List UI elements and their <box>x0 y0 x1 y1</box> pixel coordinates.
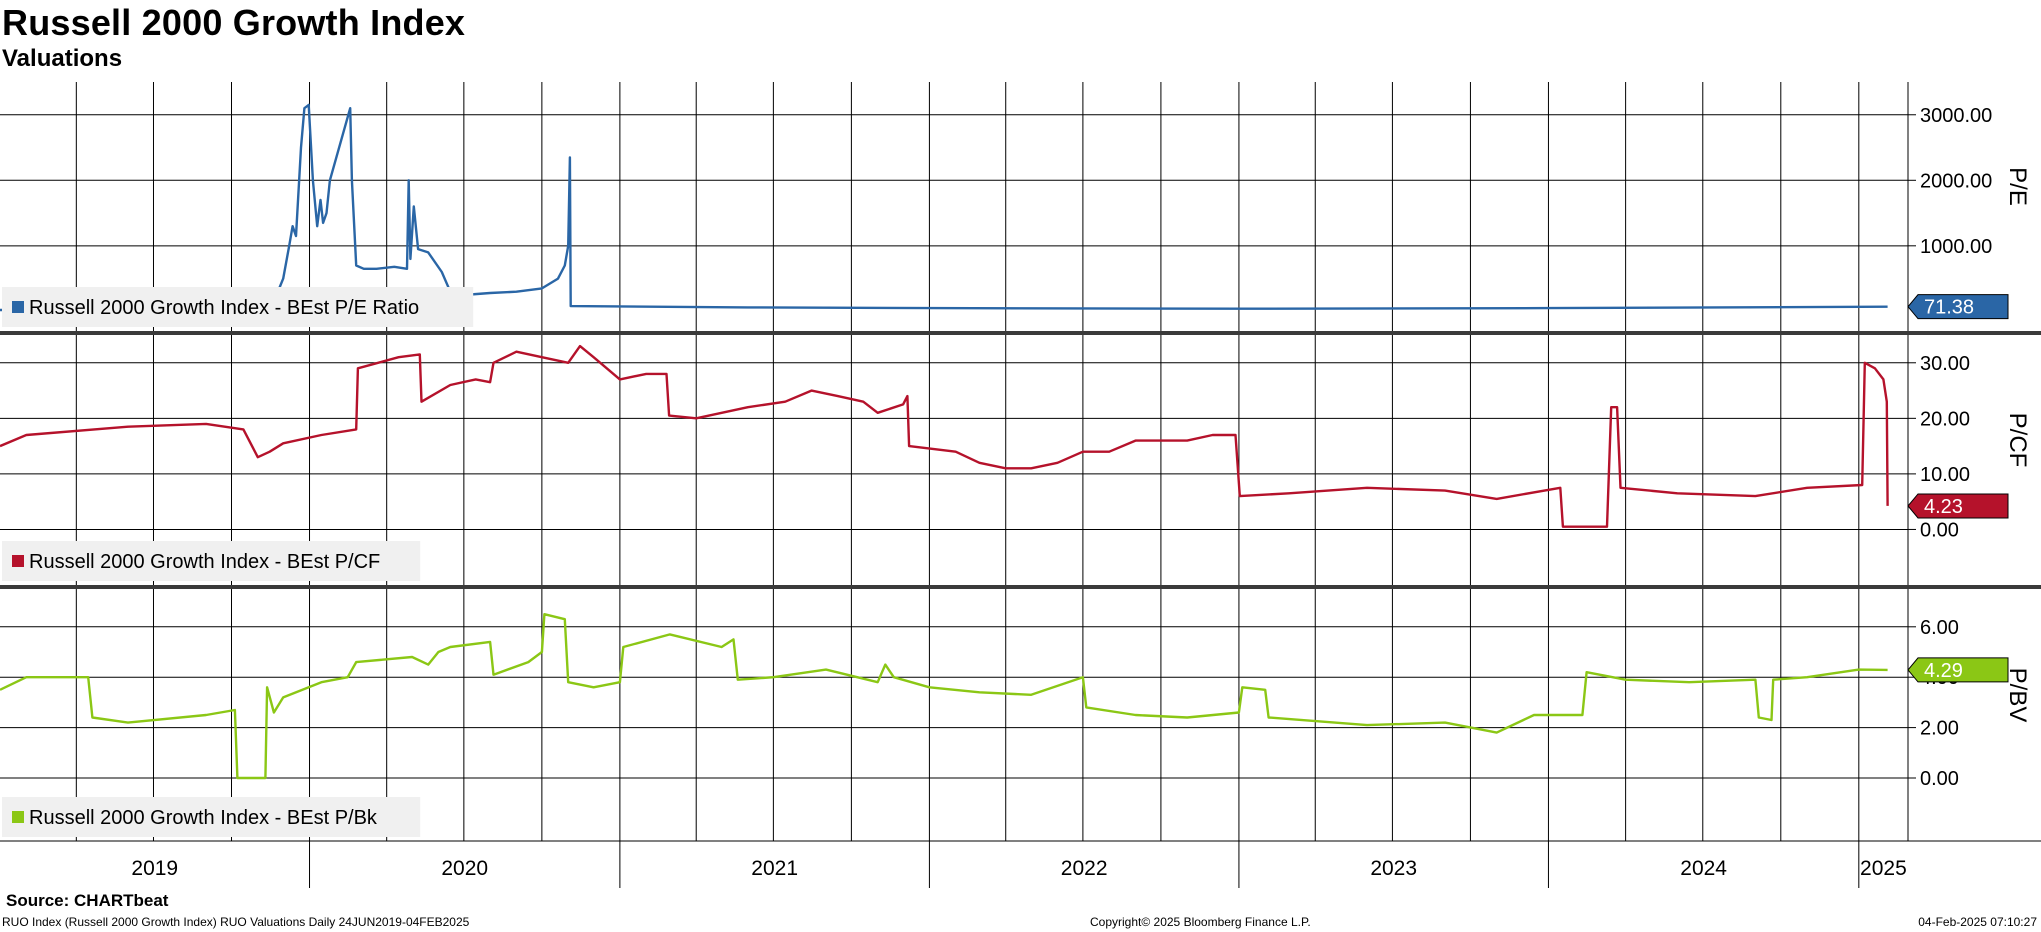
legend-box-pcf <box>2 541 421 581</box>
y-axis-title-pe: P/E <box>2004 167 2031 206</box>
y-tick-label-pe: 1000.00 <box>1920 236 1992 258</box>
last-value-label-pbv: 4.29 <box>1924 660 1963 682</box>
y-tick-label-pcf: 20.00 <box>1920 408 1970 430</box>
y-axis-title-pbv: P/BV <box>2004 668 2031 723</box>
footer-copyright: Copyright© 2025 Bloomberg Finance L.P. <box>1090 915 1311 929</box>
y-tick-label-pbv: 0.00 <box>1920 768 1959 790</box>
source-label: Source: CHARTbeat <box>6 891 169 910</box>
x-tick-label: 2020 <box>441 857 488 880</box>
legend-swatch-pbv <box>12 811 24 823</box>
legend-swatch-pe <box>12 301 24 313</box>
series-line-pbv <box>0 613 1888 780</box>
last-value-tag-pe <box>1907 294 2009 320</box>
last-value-label-pcf: 4.23 <box>1924 496 1963 518</box>
y-tick-label-pbv: 2.00 <box>1920 718 1959 740</box>
y-tick-label-pcf: 0.00 <box>1920 519 1959 541</box>
y-axis-title-pcf: P/CF <box>2004 413 2031 468</box>
legend-label-pbv: Russell 2000 Growth Index - BEst P/Bk <box>29 807 378 829</box>
x-tick-label: 2024 <box>1680 857 1727 880</box>
last-value-label-pe: 71.38 <box>1924 297 1974 319</box>
footer-description: RUO Index (Russell 2000 Growth Index) RU… <box>2 915 470 929</box>
series-line-pcf <box>0 344 1889 528</box>
x-tick-label: 2021 <box>751 857 798 880</box>
footer-timestamp: 04-Feb-2025 07:10:27 <box>1918 915 2037 929</box>
chart-title: Russell 2000 Growth Index <box>2 2 466 43</box>
legend-box-pbv <box>2 797 421 837</box>
panel-separator <box>0 585 2041 589</box>
last-value-tag-pbv <box>1907 657 2009 683</box>
last-value-tag-pcf <box>1907 493 2009 519</box>
x-tick-label: 2023 <box>1370 857 1417 880</box>
y-tick-label-pe: 3000.00 <box>1920 105 1992 127</box>
x-axis: 2019 2020 2021 2022 2023 2024 2025 <box>0 840 2041 888</box>
series-line-pe <box>0 103 1888 312</box>
legend-swatch-pcf <box>12 555 24 567</box>
y-tick-label-pe: 2000.00 <box>1920 170 1992 192</box>
x-tick-label: 2022 <box>1061 857 1108 880</box>
y-tick-label-pcf: 30.00 <box>1920 353 1970 375</box>
y-tick-label-pbv: 6.00 <box>1920 617 1959 639</box>
legend-box-pe <box>2 287 474 327</box>
panel-separator <box>0 331 2041 335</box>
legend-label-pe: Russell 2000 Growth Index - BEst P/E Rat… <box>29 297 419 319</box>
x-tick-label: 2019 <box>131 857 178 880</box>
legend-label-pcf: Russell 2000 Growth Index - BEst P/CF <box>29 551 380 573</box>
x-tick-label: 2025 <box>1860 857 1907 880</box>
panel-pcf: 30.00 20.00 10.00 0.004.23 P/CF Russell 2000 … <box>0 335 2031 585</box>
chart-subtitle: Valuations <box>2 45 123 72</box>
panel-pe: 3000.00 2000.00 1000.00 71.38 P/E Russell 200… <box>0 82 2031 331</box>
y-tick-label-pcf: 10.00 <box>1920 464 1970 486</box>
